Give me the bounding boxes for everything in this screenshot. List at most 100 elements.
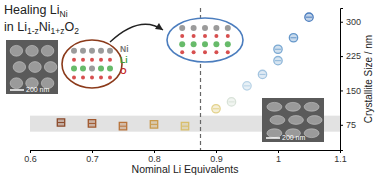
sem-grain	[304, 102, 319, 111]
point-group	[305, 13, 313, 21]
point-group	[243, 82, 251, 90]
element-label: O	[120, 66, 127, 76]
crystal-oval	[167, 18, 243, 62]
x-tick: 0.6	[24, 150, 37, 164]
x-tick: 0.7	[86, 150, 99, 164]
point-group	[227, 98, 235, 106]
point-group	[119, 122, 126, 129]
atom	[99, 75, 103, 79]
atom	[179, 25, 185, 31]
atom	[191, 41, 197, 47]
atom	[226, 34, 230, 38]
point-hatch	[306, 17, 312, 18]
title-text: Ni	[39, 20, 51, 34]
crystal-left	[62, 40, 122, 88]
point-hatch	[213, 108, 219, 109]
sem-grain	[10, 45, 22, 56]
atom	[80, 48, 86, 54]
y-tick-mark	[340, 22, 343, 23]
atom	[90, 75, 94, 79]
point	[57, 119, 64, 126]
atom	[202, 25, 208, 31]
title-line: in Li1-zNi1+zO2	[4, 20, 79, 36]
title-text: Healing Li	[4, 3, 60, 17]
y-tick-mark	[340, 90, 343, 91]
sem-image	[262, 98, 324, 142]
element-label: Ni	[120, 44, 129, 54]
sem-grain	[13, 62, 25, 73]
atom	[80, 66, 86, 72]
x-tick: 1.1	[334, 150, 347, 164]
atom	[180, 50, 184, 54]
y-tick-label: 225	[346, 51, 361, 61]
arrow	[110, 24, 163, 42]
atom	[81, 58, 85, 62]
atom	[81, 75, 85, 79]
atom	[98, 66, 104, 72]
point-hatch	[229, 101, 235, 102]
atom	[71, 66, 77, 72]
sem-grain	[26, 45, 38, 56]
y-tick-label: 150	[346, 86, 361, 96]
y-tick-mark	[340, 125, 343, 126]
point	[227, 98, 235, 106]
atom	[108, 58, 112, 62]
atom	[214, 50, 218, 54]
atom	[213, 25, 219, 31]
element-label: Li	[120, 55, 128, 65]
x-tick-label: 1.1	[334, 154, 347, 164]
sem-grain	[44, 62, 56, 73]
point-group	[274, 56, 282, 64]
point	[274, 45, 282, 53]
point	[181, 122, 188, 129]
sem-grain	[29, 62, 41, 73]
atom	[225, 41, 231, 47]
scale-bar	[266, 137, 280, 139]
atom	[180, 34, 184, 38]
sem-grain	[307, 116, 322, 125]
atom	[225, 25, 231, 31]
point-group	[258, 70, 266, 78]
point-group	[57, 119, 64, 126]
y-tick: 225	[340, 51, 361, 61]
x-tick-mark	[216, 150, 217, 153]
point	[289, 34, 297, 42]
atom	[192, 50, 196, 54]
crystal-right	[167, 18, 243, 62]
atom	[192, 34, 196, 38]
point-group	[212, 105, 220, 113]
chart: 0.60.70.80.911.175150225300Nominal Li Eq…	[0, 0, 378, 176]
title-text: O	[65, 20, 75, 34]
atom	[226, 50, 230, 54]
atom	[72, 58, 76, 62]
sem-right: 200 nm	[262, 98, 324, 142]
x-tick-mark	[154, 150, 155, 153]
sem-left: 200 nm	[6, 40, 58, 94]
atom	[214, 34, 218, 38]
y-tick-label: 75	[346, 120, 356, 130]
atom	[203, 34, 207, 38]
atom	[98, 48, 104, 54]
point	[119, 122, 126, 129]
y-axis-line	[341, 9, 344, 151]
point	[243, 82, 251, 90]
point-hatch	[291, 37, 297, 38]
point-group	[181, 122, 188, 129]
atom	[179, 41, 185, 47]
point	[212, 105, 220, 113]
y-tick: 75	[340, 120, 356, 130]
atom	[107, 48, 113, 54]
scale-label: 200 nm	[282, 134, 306, 141]
scale-label: 200 nm	[26, 86, 50, 93]
point-hatch	[182, 126, 188, 127]
x-tick-mark	[92, 150, 93, 153]
atom	[202, 41, 208, 47]
y-axis: 75 150 225 300	[340, 9, 361, 151]
atom	[108, 75, 112, 79]
scale-bar	[10, 89, 24, 91]
x-axis-title: Nominal Li Equivalents	[132, 163, 239, 175]
arrow-head	[155, 23, 163, 30]
y-tick: 300	[340, 17, 361, 27]
sem-grain	[41, 45, 53, 56]
point-hatch	[244, 85, 250, 86]
